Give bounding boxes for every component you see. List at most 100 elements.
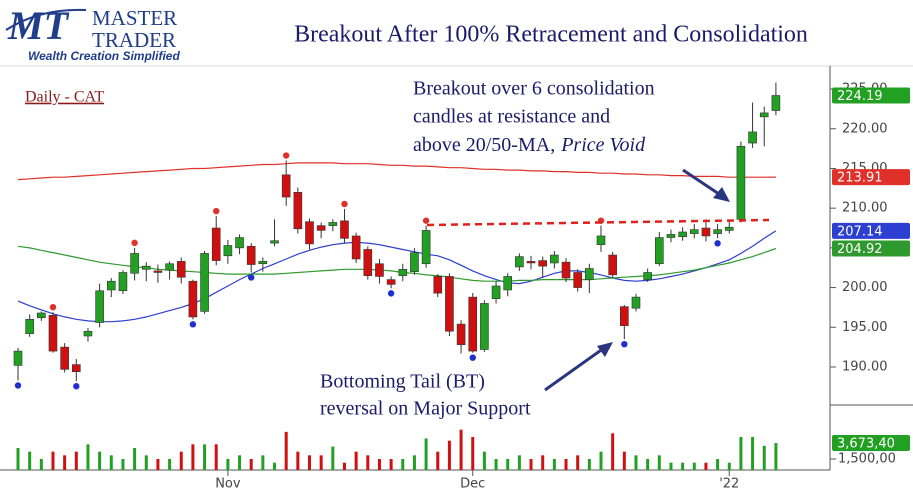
candle-body [246,245,256,265]
candle-body [118,272,128,292]
candle-body [585,268,594,280]
volume-bar [238,455,242,470]
candle-body [351,235,361,260]
candle-body [631,296,641,309]
volume-last-label-box [832,435,910,452]
candle-body [736,145,746,220]
volume-bar [599,451,603,470]
price-last-label-box [832,87,910,104]
volume-bar [214,444,218,470]
pivot-low-marker [714,240,721,247]
volume-bar [634,455,638,470]
volume-bar [622,451,626,470]
volume-bar [564,459,568,470]
volume-bar [646,459,650,470]
volume-bar [739,437,743,470]
annotation-text: candles at resistance and [413,106,610,128]
chart-title: Breakout After 100% Retracement and Cons… [294,22,808,48]
pivot-low-marker [621,340,628,348]
volume-bar [576,455,580,470]
candle-body [608,254,617,276]
volume-bar [377,459,381,470]
candle-body [258,261,268,265]
candle-body [328,222,338,226]
candle-body [468,296,478,352]
volume-bar [168,459,172,470]
pivot-low-marker [73,383,80,390]
candle-body [654,237,664,265]
candle-body [141,265,151,270]
candle-body [37,312,46,319]
volume-bar [342,462,346,470]
candle-body [550,254,559,264]
candle-body [410,252,419,272]
candle-body [573,272,582,288]
logo-line: TRADER [92,28,176,52]
volume-bar [296,451,300,470]
pivot-low-marker [387,290,395,297]
candle-body [293,191,303,230]
annotation-emphasis: Price Void [560,134,646,156]
volume-bar [319,455,323,470]
volume-bar [774,443,778,470]
annotation-text: Breakout over 6 consolidation [413,78,655,100]
ma-last-label-box [832,240,910,257]
volume-bar [308,455,311,470]
candle-body [701,227,711,237]
pivot-high-marker [131,239,138,247]
candle-body [526,261,536,264]
candle-body [340,220,349,239]
volume-bar [751,437,755,470]
volume-bar [109,455,113,470]
candle-body [200,253,209,312]
volume-bar [191,444,195,470]
volume-bar [412,455,416,470]
volume-bar [471,437,475,470]
volume-bar [401,459,405,470]
candle-body [386,279,396,285]
logo-swoosh [5,8,87,31]
annotation-text: reversal on Major Support [320,398,531,420]
y-tick-label: 210.00 [842,201,888,216]
volume-bar [727,462,731,470]
arrow-head [597,342,613,357]
annotation-text: Bottoming Tail (BT) [320,371,485,393]
candle-body [83,330,93,337]
candle-body [281,174,291,198]
candle-body [620,306,629,326]
volume-bar [51,451,55,470]
pivot-high-marker [341,200,348,208]
volume-bar [354,451,358,470]
pivot-low-marker [14,382,22,389]
candle-body [503,276,513,291]
volume-bar [28,451,32,470]
y-tick-label: 1,500,00 [838,452,896,467]
volume-bar [203,444,207,470]
candle-body [153,270,163,273]
candle-body [270,240,279,244]
volume-bar [657,455,661,470]
y-tick-label: 220.00 [842,121,888,136]
volume-bar [366,455,370,470]
candle-body [538,260,548,267]
volume-bar [63,455,67,470]
volume-bar [261,455,265,470]
candle-body [433,276,443,294]
candle-body [561,261,571,279]
y-tick-label: 190.00 [842,359,888,374]
volume-bar [86,444,90,470]
candle-body [165,263,174,271]
ma-last-label: 207.14 [837,224,883,239]
ma-last-label: 204.92 [837,242,883,257]
volume-bar [447,440,451,470]
volume-bar [156,459,160,470]
candle-body [771,95,781,111]
volume-bar [529,459,533,470]
candle-body [515,256,524,268]
pivot-high-marker [282,152,290,159]
volume-bar [704,462,708,470]
volume-bar [144,455,148,470]
candle-body [13,350,23,366]
ma-last-label-box [832,169,910,186]
